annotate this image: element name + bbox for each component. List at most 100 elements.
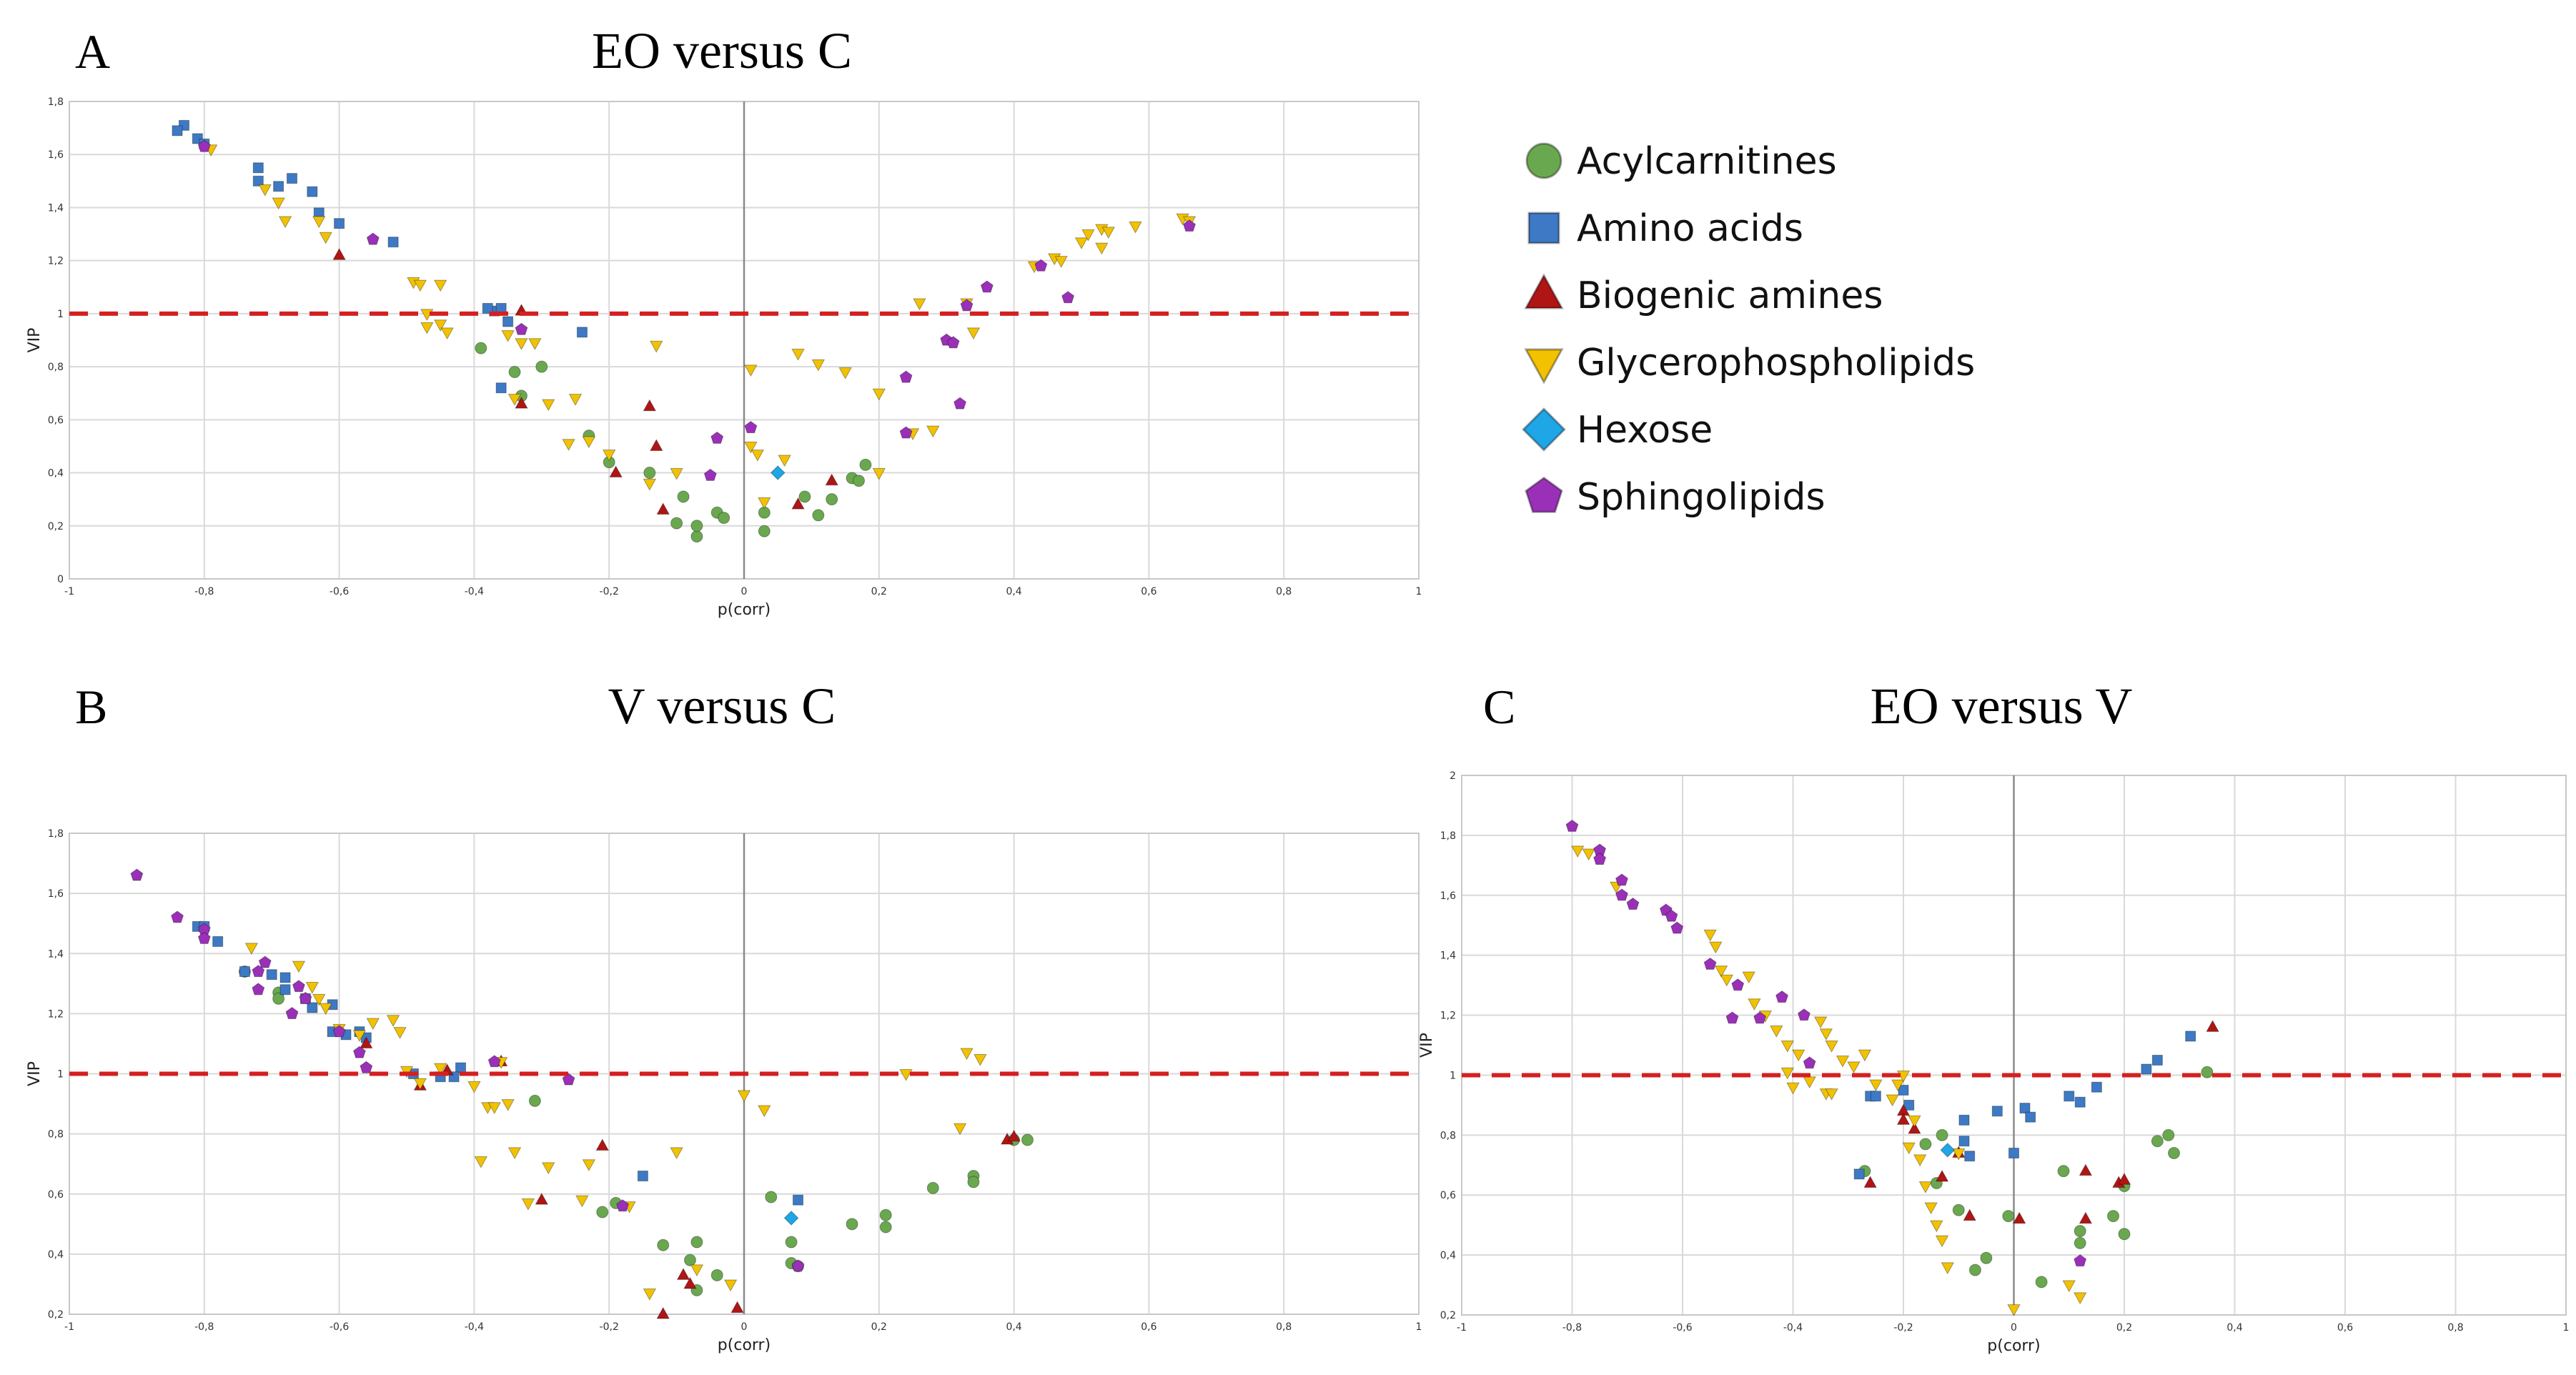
panel-a-point-amino-acids: [273, 181, 284, 192]
panel-c-xtick-label: -0,6: [1673, 1322, 1692, 1334]
panel-b-point-acylcarnitines: [879, 1221, 892, 1233]
panel-c-point-hexose: [1940, 1142, 1956, 1158]
panel-a-point-acylcarnitines: [690, 520, 703, 532]
panel-b-point-sphingolipids: [616, 1199, 630, 1212]
panel-c-point-glycerophospholipids: [1582, 848, 1595, 861]
panel-c-point-acylcarnitines: [2201, 1066, 2214, 1078]
panel-b-point-sphingolipids: [252, 983, 265, 996]
panel-a-point-biogenic-amines: [656, 502, 670, 515]
panel-b-point-glycerophospholipids: [244, 943, 259, 955]
panel-c-point-sphingolipids: [1593, 853, 1607, 865]
panel-c-title: EO versus V: [1871, 677, 2133, 735]
panel-b-xtick-label: -0,6: [330, 1321, 349, 1333]
panel-c-point-sphingolipids: [1731, 978, 1745, 991]
panel-a-point-biogenic-amines: [332, 248, 346, 260]
panel-c-xlabel: p(corr): [1987, 1337, 2040, 1355]
panel-c-point-glycerophospholipids: [1825, 1041, 1838, 1053]
panel-a-xtick-label: -0,4: [465, 586, 484, 597]
panel-b-point-glycerophospholipids: [643, 1289, 657, 1301]
panel-b-point-glycerophospholipids: [974, 1053, 987, 1066]
panel-b-xtick-label: 0: [741, 1321, 748, 1333]
panel-a-point-glycerophospholipids: [744, 364, 758, 377]
panel-c-point-amino-acids: [1991, 1106, 2003, 1117]
panel-a-ytick-label: 0,8: [48, 362, 64, 373]
panel-b-ytick-label: 0,2: [48, 1309, 64, 1321]
panel-a-point-glycerophospholipids: [312, 216, 326, 229]
panel-c-point-acylcarnitines: [1919, 1138, 1932, 1151]
panel-b-point-glycerophospholipids: [366, 1018, 380, 1031]
panel-b-ytick-label: 1,8: [48, 828, 64, 840]
panel-a-point-glycerophospholipids: [811, 359, 826, 372]
panel-b-point-glycerophospholipids: [575, 1195, 589, 1208]
panel-b-point-biogenic-amines: [1007, 1129, 1021, 1142]
panel-a-xlabel: p(corr): [718, 601, 771, 619]
panel-b-point-glycerophospholipids: [582, 1159, 596, 1171]
legend-label-biogenic-amines: Biogenic amines: [1577, 274, 1883, 317]
panel-a-point-acylcarnitines: [826, 493, 838, 506]
panel-b-xtick-label: -1: [64, 1321, 74, 1333]
panel-a-xtick-label: 0,2: [871, 586, 887, 597]
panel-c-xtick-label: 0: [2011, 1322, 2017, 1334]
panel-c-point-glycerophospholipids: [1714, 966, 1728, 978]
panel-b-xlabel: p(corr): [718, 1336, 771, 1354]
panel-c-point-sphingolipids: [1626, 897, 1640, 910]
panel-b-point-acylcarnitines: [528, 1094, 541, 1107]
panel-a-xtick-label: 1: [1416, 586, 1422, 597]
panel-c-point-biogenic-amines: [2117, 1173, 2131, 1185]
panel-a-point-glycerophospholipids: [319, 232, 332, 244]
panel-a-ytick-label: 0,4: [48, 468, 64, 480]
panel-a-point-glycerophospholipids: [758, 497, 771, 510]
panel-a-ytick-label: 1,4: [48, 202, 64, 214]
panel-a-point-amino-acids: [334, 218, 345, 229]
panel-b-point-sphingolipids: [352, 1046, 366, 1058]
panel-a-point-amino-acids: [502, 316, 514, 327]
panel-b-point-sphingolipids: [258, 955, 272, 968]
panel-c-point-glycerophospholipids: [2007, 1304, 2021, 1316]
panel-b-point-glycerophospholipids: [393, 1027, 407, 1039]
panel-b-point-acylcarnitines: [683, 1254, 696, 1266]
panel-a-point-biogenic-amines: [825, 473, 838, 486]
panel-b-point-amino-acids: [307, 1002, 318, 1013]
panel-b-point-amino-acids: [212, 935, 224, 947]
panel-a-point-glycerophospholipids: [528, 338, 542, 350]
panel-b-point-glycerophospholipids: [413, 1078, 427, 1091]
panel-c-point-acylcarnitines: [2162, 1128, 2175, 1141]
legend-marker-biogenic-amines: [1524, 273, 1564, 309]
panel-a-point-biogenic-amines: [791, 497, 805, 510]
panel-b-plot: -1 -0,8 -0,6 -0,4 -0,2 0 0,2 0,4 0,6 0,8 1 0,2 0,4 0,…: [26, 828, 1422, 1354]
panel-b-point-biogenic-amines: [360, 1036, 373, 1048]
panel-c-point-glycerophospholipids: [1742, 971, 1755, 984]
panel-c-point-glycerophospholipids: [1770, 1026, 1783, 1038]
panel-b-point-acylcarnitines: [1021, 1133, 1034, 1146]
panel-b-point-glycerophospholipids: [433, 1063, 447, 1076]
panel-a-point-sphingolipids: [899, 426, 913, 439]
panel-a-point-glycerophospholipids: [1129, 221, 1142, 234]
panel-c-point-sphingolipids: [2074, 1254, 2087, 1267]
panel-c-point-biogenic-amines: [1963, 1208, 1976, 1221]
panel-c-ytick-label: 0,2: [1440, 1310, 1456, 1321]
panel-a-point-amino-acids: [576, 327, 588, 338]
panel-b-xtick-label: 0,4: [1006, 1321, 1021, 1333]
panel-c-point-glycerophospholipids: [1924, 1202, 1938, 1215]
panel-a-point-sphingolipids: [710, 431, 724, 444]
panel-b-point-sphingolipids: [791, 1259, 805, 1272]
panel-a-ytick-label: 0,2: [48, 521, 64, 532]
panel-c-point-sphingolipids: [1565, 819, 1579, 832]
panel-c-point-glycerophospholipids: [1847, 1061, 1861, 1074]
panel-b-point-glycerophospholipids: [737, 1090, 751, 1103]
panel-c-point-glycerophospholipids: [1570, 845, 1585, 858]
panel-a-point-sphingolipids: [366, 232, 380, 245]
panel-a-point-acylcarnitines: [690, 530, 703, 543]
panel-a-point-glycerophospholipids: [433, 279, 447, 292]
panel-a-point-acylcarnitines: [812, 509, 825, 522]
panel-c-xtick-label: -0,4: [1783, 1322, 1803, 1334]
panel-a-point-glycerophospholipids: [1081, 229, 1095, 242]
panel-b-point-glycerophospholipids: [521, 1198, 535, 1211]
panel-a-xtick-label: -1: [64, 586, 74, 597]
panel-c-point-biogenic-amines: [1863, 1176, 1877, 1188]
panel-c-point-glycerophospholipids: [1869, 1079, 1883, 1092]
panel-b-point-sphingolipids: [299, 991, 312, 1004]
panel-b-point-glycerophospholipids: [507, 1147, 522, 1160]
panel-b-point-sphingolipids: [487, 1055, 501, 1068]
panel-c-point-biogenic-amines: [1935, 1169, 1949, 1182]
